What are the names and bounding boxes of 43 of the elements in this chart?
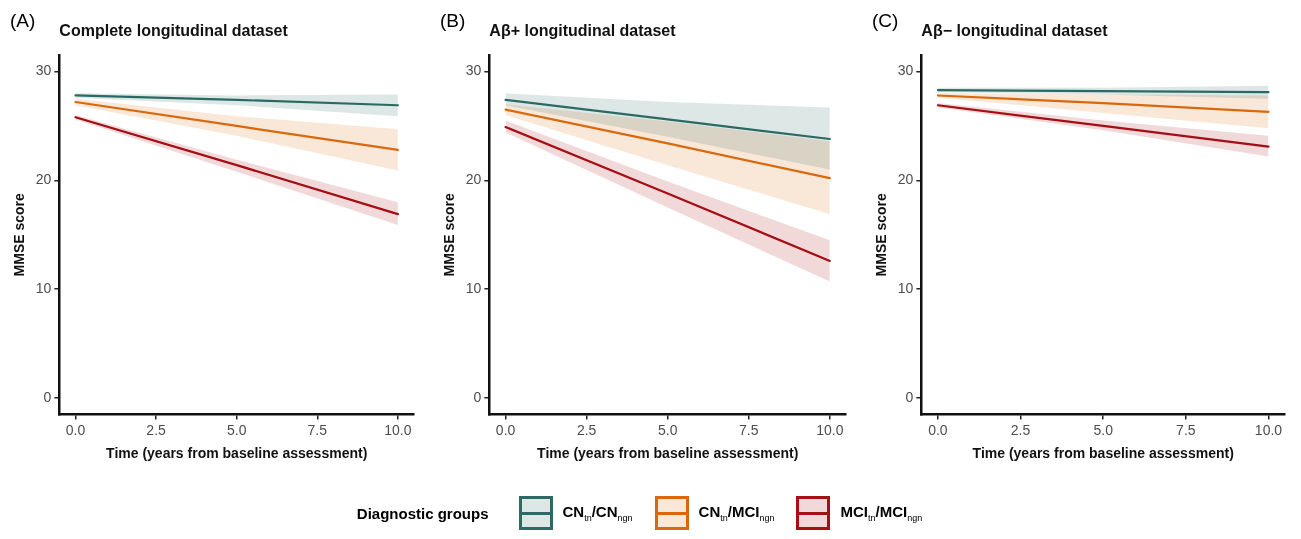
y-tick-label: 30	[465, 62, 482, 79]
legend-label: MCI$_{tn}$/MCI$_{ngn}$	[840, 503, 923, 523]
x-tick-label: 7.5	[307, 421, 328, 438]
x-tick-label: 2.5	[146, 421, 167, 438]
y-tick-label: 20	[35, 171, 52, 188]
y-axis-title: MMSE score	[441, 192, 458, 277]
x-tick-label: 10.0	[816, 421, 844, 438]
y-tick-label: 10	[35, 280, 52, 297]
x-tick-label: 5.0	[657, 421, 678, 438]
x-tick-label: 2.5	[1010, 421, 1031, 438]
x-tick-label: 0.0	[65, 421, 86, 438]
legend-title: Diagnostic groups	[356, 504, 489, 522]
text: (B)	[440, 10, 466, 32]
y-tick-label: 30	[35, 62, 52, 79]
x-tick-label: 5.0	[226, 421, 247, 438]
y-axis-title: MMSE score	[873, 192, 890, 277]
x-axis-title: Time (years from baseline assessment)	[537, 445, 799, 462]
y-tick-label: 0	[905, 388, 914, 405]
y-tick-label: 30	[897, 62, 914, 79]
chart-title: Aβ− longitudinal dataset	[921, 22, 1109, 40]
chart-title: Complete longitudinal dataset	[59, 22, 289, 40]
y-tick-label: 20	[897, 171, 914, 188]
y-tick-label: 0	[473, 388, 482, 405]
legend-label: CN$_{tn}$/CN$_{ngn}$	[562, 503, 633, 523]
y-tick-label: 10	[465, 280, 482, 297]
x-tick-label: 0.0	[928, 421, 948, 438]
x-axis-title: Time (years from baseline assessment)	[972, 445, 1234, 462]
y-tick-label: 0	[43, 388, 52, 405]
legend-label: CN$_{tn}$/MCI$_{ngn}$	[698, 503, 775, 523]
text: (A)	[10, 10, 36, 32]
x-tick-label: 0.0	[495, 421, 516, 438]
x-axis-title: Time (years from baseline assessment)	[106, 445, 368, 462]
y-axis-title: MMSE score	[11, 192, 28, 277]
x-tick-label: 2.5	[576, 421, 597, 438]
x-tick-label: 10.0	[1254, 421, 1283, 438]
text: (C)	[872, 10, 899, 32]
x-tick-label: 10.0	[384, 421, 412, 438]
y-tick-label: 20	[465, 171, 482, 188]
x-tick-label: 5.0	[1093, 421, 1114, 438]
x-tick-label: 7.5	[739, 421, 759, 438]
y-tick-label: 10	[897, 280, 914, 297]
chart-title: Aβ+ longitudinal dataset	[489, 22, 677, 40]
x-tick-label: 7.5	[1176, 421, 1196, 438]
